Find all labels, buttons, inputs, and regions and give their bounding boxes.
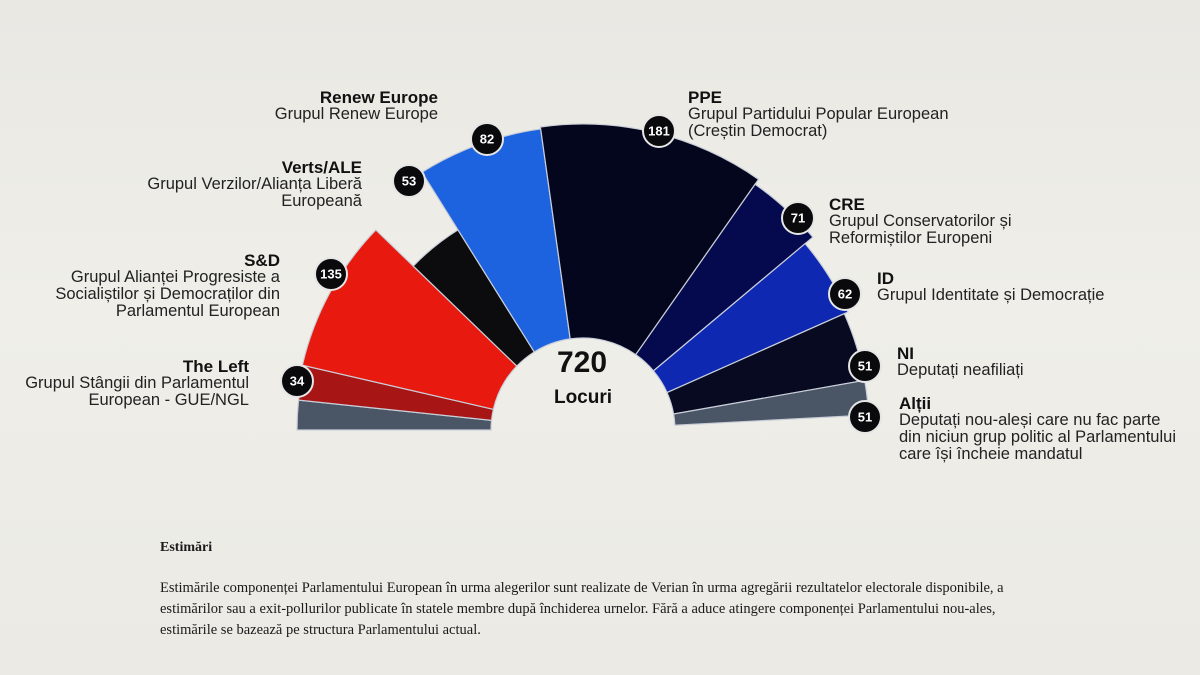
group-label-ni: NI Deputați neafiliați (897, 345, 1177, 379)
wedge-cre (634, 183, 814, 372)
seat-badge-renew-europe (470, 122, 504, 156)
seat-count-ni: 51 (858, 359, 872, 374)
wedge-sd (301, 229, 518, 411)
group-short-ni: NI (897, 344, 914, 363)
group-name-verts: Grupul Verzilor/Alianța Liberă Europeană (147, 175, 362, 210)
group-label-sd: S&D Grupul Alianței Progresiste a Social… (0, 252, 280, 320)
wedge-id (652, 242, 849, 394)
group-label-left: The Left Grupul Stângii din Parlamentul … (0, 358, 249, 409)
seat-badge-ppe (642, 114, 676, 148)
wedge-ppe (539, 123, 760, 356)
seat-count-the-left: 34 (290, 374, 305, 389)
seat-count-cre: 71 (791, 211, 805, 226)
seat-badge-sd (314, 257, 348, 291)
group-name-ppe: Grupul Partidului Popular European (Creș… (688, 105, 949, 140)
group-short-sd: S&D (244, 251, 280, 270)
group-short-ppe: PPE (688, 88, 723, 107)
estimates-note: Estimări Estimările componenței Parlamen… (160, 540, 1040, 641)
group-label-id: ID Grupul Identitate și Democrație (877, 270, 1177, 304)
seat-badge-altii (848, 400, 882, 434)
seat-count-ppe: 181 (648, 124, 670, 139)
total-seats-label: Locuri (554, 387, 612, 408)
seat-count-sd: 135 (320, 267, 342, 282)
group-label-altii: Alții Deputați nou-aleși care nu fac par… (899, 395, 1184, 463)
group-short-altii: Alții (899, 394, 932, 413)
seat-badge-the-left (280, 364, 314, 398)
estimates-text: Estimările componenței Parlamentului Eur… (160, 580, 1004, 638)
group-name-ni: Deputați neafiliați (897, 361, 1024, 379)
group-name-id: Grupul Identitate și Democrație (877, 286, 1105, 304)
seat-count-verts-ale: 53 (402, 174, 416, 189)
seat-badge-cre (781, 201, 815, 235)
group-short-verts: Verts/ALE (281, 158, 362, 177)
group-label-verts: Verts/ALE Grupul Verzilor/Alianța Liberă… (82, 159, 362, 210)
group-label-renew: Renew Europe Grupul Renew Europe (275, 89, 438, 123)
group-label-cre: CRE Grupul Conservatorilor și Reformiști… (829, 196, 1069, 247)
seat-count-id: 62 (838, 287, 852, 302)
hemicycle-chart: 34 135 53 82 181 71 62 51 51 720 Locuri (280, 114, 882, 434)
group-name-sd: Grupul Alianței Progresiste a Socialiști… (55, 268, 280, 320)
group-name-altii: Deputați nou-aleși care nu fac parte din… (899, 411, 1176, 463)
seat-count-altii: 51 (858, 410, 872, 425)
group-name-renew: Grupul Renew Europe (274, 105, 438, 123)
group-label-ppe: PPE Grupul Partidului Popular European (… (688, 89, 968, 140)
group-short-id: ID (877, 269, 894, 288)
group-short-renew: Renew Europe (319, 88, 438, 107)
seat-badge-id (828, 277, 862, 311)
group-short-cre: CRE (829, 195, 865, 214)
group-name-left: Grupul Stângii din Parlamentul European … (25, 374, 249, 409)
seat-badges: 34 135 53 82 181 71 62 51 51 (280, 114, 882, 434)
group-short-left: The Left (182, 357, 249, 376)
wedge-altii (672, 379, 870, 426)
hemicycle-wedges (296, 123, 870, 431)
seat-badge-verts-ale (392, 164, 426, 198)
seat-badge-ni (848, 349, 882, 383)
seat-count-renew-europe: 82 (480, 132, 494, 147)
total-seats: 720 (557, 346, 607, 379)
group-name-cre: Grupul Conservatorilor și Reformiștilor … (829, 212, 1012, 247)
estimates-heading: Estimări (160, 540, 213, 555)
